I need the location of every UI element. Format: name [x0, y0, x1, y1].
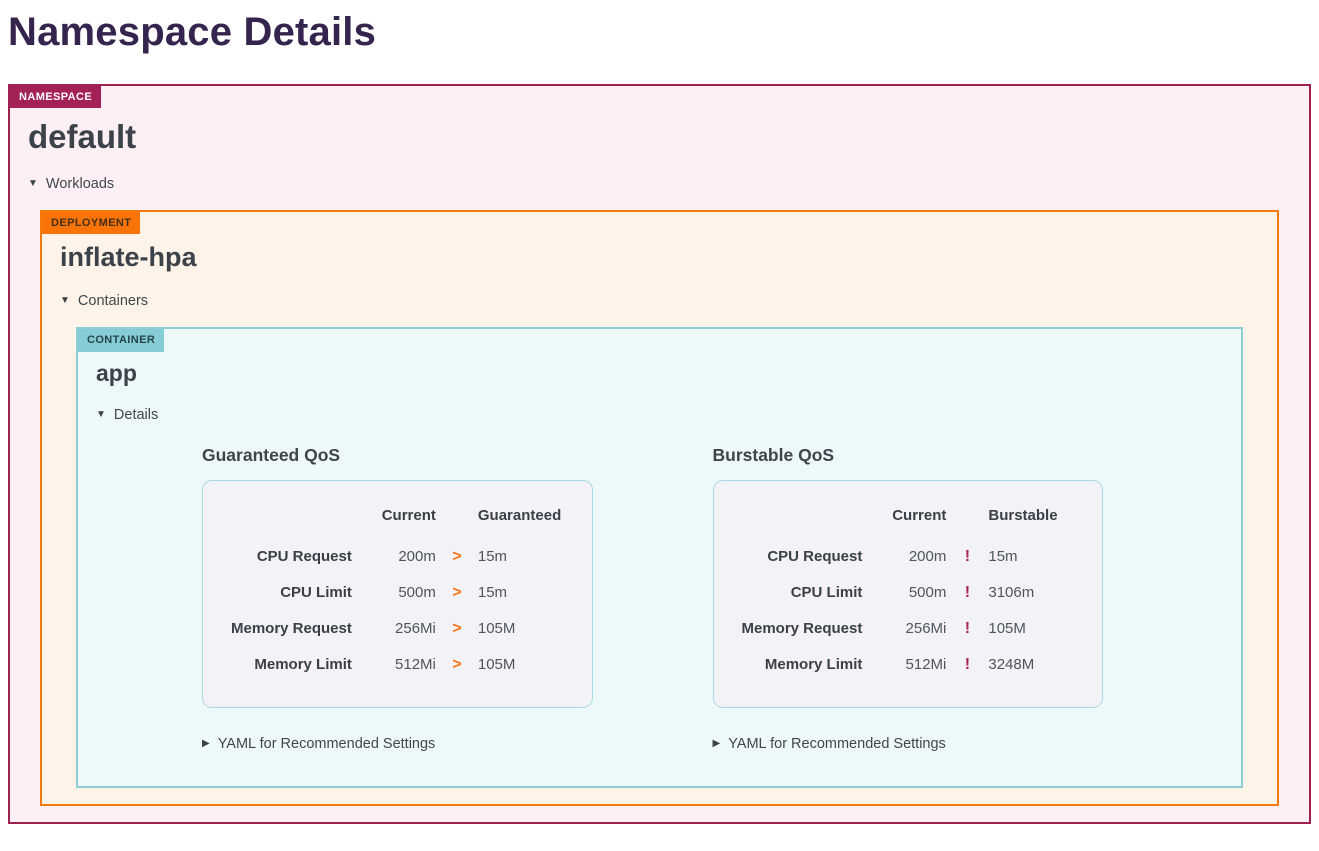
- exclamation-icon: !: [964, 547, 971, 565]
- container-details: Guaranteed QoS Current Guaranteed CPU Re…: [202, 439, 1223, 752]
- column-header-current: Current: [892, 506, 947, 524]
- containers-toggle-label: Containers: [77, 293, 149, 310]
- greater-than-icon: >: [452, 583, 462, 601]
- yaml-recommended-settings-toggle[interactable]: ▶ YAML for Recommended Settings: [713, 736, 946, 752]
- page-title: Namespace Details: [8, 10, 377, 54]
- workloads-toggle[interactable]: ▼ Workloads: [28, 176, 114, 192]
- row-label-cpu-request: CPU Request: [256, 547, 352, 565]
- qos-panel-title: Guaranteed QoS: [202, 444, 341, 465]
- row-label-cpu-request: CPU Request: [767, 547, 863, 565]
- column-header-current: Current: [381, 506, 436, 524]
- recommended-value: 3106m: [988, 583, 1035, 601]
- triangle-right-icon: ▶: [712, 737, 721, 749]
- containers-toggle[interactable]: ▼ Containers: [60, 293, 148, 309]
- recommended-value: 105M: [477, 655, 516, 673]
- qos-table-burstable: Current Burstable CPU Request 200m ! 15m…: [712, 479, 1104, 708]
- row-label-memory-request: Memory Request: [741, 619, 863, 637]
- namespace-card: NAMESPACE default ▼ Workloads DEPLOYMENT…: [8, 84, 1311, 824]
- container-badge: CONTAINER: [78, 329, 165, 352]
- container-name: app: [96, 359, 137, 386]
- greater-than-icon: >: [452, 655, 462, 673]
- recommended-value: 15m: [988, 547, 1018, 565]
- yaml-toggle-label: YAML for Recommended Settings: [728, 735, 946, 752]
- deployment-card: DEPLOYMENT inflate-hpa ▼ Containers CONT…: [40, 210, 1279, 806]
- yaml-recommended-settings-toggle[interactable]: ▶ YAML for Recommended Settings: [202, 736, 435, 752]
- details-toggle-label: Details: [113, 406, 159, 423]
- exclamation-icon: !: [964, 619, 971, 637]
- spacer-cell: [436, 516, 478, 526]
- recommended-value: 15m: [477, 547, 508, 565]
- exclamation-icon: !: [964, 583, 971, 601]
- workloads-toggle-label: Workloads: [45, 176, 115, 193]
- spacer-cell: [231, 516, 352, 526]
- qos-table-guaranteed: Current Guaranteed CPU Request 200m > 15…: [202, 479, 593, 708]
- spacer-cell: [742, 516, 863, 526]
- qos-panel-guaranteed: Guaranteed QoS Current Guaranteed CPU Re…: [202, 439, 713, 752]
- recommended-value: 105M: [477, 619, 516, 637]
- qos-panel-title: Burstable QoS: [712, 444, 835, 465]
- recommended-value: 15m: [477, 583, 508, 601]
- triangle-right-icon: ▶: [202, 737, 210, 749]
- row-label-memory-request: Memory Request: [231, 619, 352, 637]
- current-value: 512Mi: [905, 655, 947, 673]
- row-label-memory-limit: Memory Limit: [254, 655, 352, 673]
- recommended-value: 105M: [988, 619, 1026, 637]
- deployment-name: inflate-hpa: [60, 242, 197, 273]
- greater-than-icon: >: [452, 547, 462, 565]
- current-value: 200m: [908, 547, 947, 565]
- row-label-cpu-limit: CPU Limit: [280, 583, 352, 601]
- exclamation-icon: !: [964, 655, 971, 673]
- current-value: 256Mi: [905, 619, 947, 637]
- column-header-burstable: Burstable: [988, 506, 1058, 524]
- namespace-badge: NAMESPACE: [10, 86, 102, 109]
- recommended-value: 3248M: [988, 655, 1035, 673]
- triangle-down-icon: ▼: [96, 408, 106, 420]
- spacer-cell: [946, 516, 988, 526]
- qos-panel-burstable: Burstable QoS Current Burstable CPU Requ…: [712, 439, 1224, 752]
- current-value: 256Mi: [395, 619, 436, 637]
- container-card: CONTAINER app ▼ Details Guaranteed QoS: [76, 327, 1243, 788]
- deployment-badge: DEPLOYMENT: [42, 212, 141, 235]
- current-value: 200m: [398, 547, 436, 565]
- namespace-name: default: [28, 118, 137, 156]
- details-toggle[interactable]: ▼ Details: [96, 407, 158, 423]
- current-value: 512Mi: [395, 655, 436, 673]
- current-value: 500m: [908, 583, 947, 601]
- triangle-down-icon: ▼: [60, 295, 70, 307]
- yaml-toggle-label: YAML for Recommended Settings: [217, 735, 436, 752]
- column-header-guaranteed: Guaranteed: [477, 506, 562, 524]
- current-value: 500m: [398, 583, 436, 601]
- row-label-memory-limit: Memory Limit: [764, 655, 863, 673]
- greater-than-icon: >: [452, 619, 462, 637]
- triangle-down-icon: ▼: [28, 178, 38, 190]
- row-label-cpu-limit: CPU Limit: [790, 583, 863, 601]
